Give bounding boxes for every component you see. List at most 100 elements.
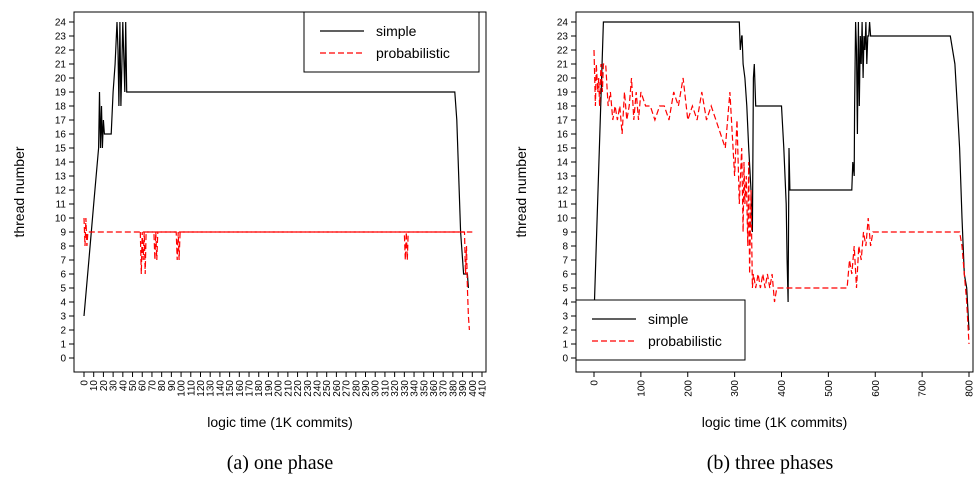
x-tick-label: 170 (245, 380, 256, 397)
y-tick-label: 1 (562, 340, 568, 351)
chart-one-phase: 0123456789101112131415161718192021222324… (11, 11, 489, 430)
x-tick-label: 200 (274, 380, 285, 397)
y-tick-label: 9 (562, 228, 568, 239)
x-tick-label: 300 (730, 380, 741, 397)
x-tick-label: 410 (478, 380, 489, 397)
y-tick-label: 19 (55, 88, 67, 99)
plot-frame (73, 11, 487, 373)
legend-label-probabilistic: probabilistic (648, 333, 722, 349)
series-line-probabilistic (593, 49, 970, 345)
x-tick-label: 320 (390, 380, 401, 397)
plot-frame (575, 11, 974, 373)
y-tick-label: 10 (55, 214, 67, 225)
y-tick-label: 0 (562, 354, 568, 365)
x-tick-label: 100 (177, 380, 188, 397)
y-tick-label: 8 (562, 242, 568, 253)
x-tick-label: 330 (400, 380, 411, 397)
y-tick-label: 13 (557, 172, 569, 183)
y-axis-label: thread number (513, 146, 529, 237)
series-line-simple (593, 21, 970, 331)
y-tick-label: 20 (557, 74, 569, 85)
x-tick-label: 280 (351, 380, 362, 397)
y-tick-label: 18 (55, 102, 67, 113)
y-tick-label: 0 (60, 354, 66, 365)
legend-box (575, 299, 746, 361)
x-tick-label: 60 (138, 380, 149, 392)
chart-three-phases: 0123456789101112131415161718192021222324… (513, 11, 976, 430)
x-tick-label: 140 (215, 380, 226, 397)
y-tick-label: 19 (557, 88, 569, 99)
x-tick-label: 390 (458, 380, 469, 397)
x-tick-label: 500 (824, 380, 835, 397)
x-tick-label: 160 (235, 380, 246, 397)
x-tick-label: 40 (118, 380, 129, 392)
x-tick-label: 10 (89, 380, 100, 392)
x-tick-label: 600 (871, 380, 882, 397)
y-tick-label: 23 (557, 32, 569, 43)
x-tick-label: 250 (322, 380, 333, 397)
y-tick-label: 22 (557, 46, 569, 57)
x-axis-label: logic time (1K commits) (702, 414, 847, 430)
x-tick-label: 380 (448, 380, 459, 397)
x-tick-label: 80 (157, 380, 168, 392)
x-tick-label: 90 (167, 380, 178, 392)
legend-label-simple: simple (376, 23, 417, 39)
x-tick-label: 20 (99, 380, 110, 392)
y-tick-label: 1 (60, 340, 66, 351)
y-tick-label: 16 (55, 130, 67, 141)
x-tick-label: 300 (371, 380, 382, 397)
legend-label-simple: simple (648, 311, 689, 327)
y-tick-label: 8 (60, 242, 66, 253)
x-tick-label: 400 (468, 380, 479, 397)
y-tick-label: 6 (562, 270, 568, 281)
y-axis-label: thread number (11, 146, 27, 237)
y-tick-label: 2 (562, 326, 568, 337)
x-tick-label: 310 (380, 380, 391, 397)
x-tick-label: 260 (332, 380, 343, 397)
y-tick-label: 5 (60, 284, 66, 295)
y-tick-label: 22 (55, 46, 67, 57)
y-tick-label: 18 (557, 102, 569, 113)
y-tick-label: 10 (557, 214, 569, 225)
y-tick-label: 12 (55, 186, 67, 197)
x-tick-label: 290 (361, 380, 372, 397)
y-tick-label: 3 (60, 312, 66, 323)
y-tick-label: 21 (557, 60, 569, 71)
x-tick-label: 0 (590, 380, 601, 386)
y-tick-label: 7 (562, 256, 568, 267)
y-tick-label: 6 (60, 270, 66, 281)
x-tick-label: 270 (342, 380, 353, 397)
legend-label-probabilistic: probabilistic (376, 45, 450, 61)
y-tick-label: 14 (55, 158, 67, 169)
x-tick-label: 190 (264, 380, 275, 397)
x-tick-label: 110 (186, 380, 197, 396)
y-tick-label: 17 (557, 116, 569, 127)
x-tick-label: 370 (439, 380, 450, 397)
y-tick-label: 12 (557, 186, 569, 197)
x-tick-label: 800 (965, 380, 976, 397)
y-tick-label: 15 (557, 144, 569, 155)
x-tick-label: 70 (147, 380, 158, 392)
x-axis-label: logic time (1K commits) (207, 414, 352, 430)
x-tick-label: 350 (419, 380, 430, 397)
x-tick-label: 240 (312, 380, 323, 397)
series-line-probabilistic (139, 231, 470, 331)
x-tick-label: 0 (80, 380, 91, 386)
x-tick-label: 230 (303, 380, 314, 397)
y-tick-label: 23 (55, 32, 67, 43)
y-tick-label: 20 (55, 74, 67, 85)
series-line-simple (83, 21, 469, 317)
x-tick-label: 360 (429, 380, 440, 397)
x-tick-label: 120 (196, 380, 207, 397)
y-tick-label: 11 (558, 200, 569, 211)
x-tick-label: 150 (225, 380, 236, 397)
x-tick-label: 50 (128, 380, 139, 392)
x-tick-label: 180 (254, 380, 265, 397)
x-tick-label: 200 (683, 380, 694, 397)
y-tick-label: 17 (55, 116, 67, 127)
y-tick-label: 7 (60, 256, 66, 267)
caption-three-phases: (b) three phases (706, 452, 834, 474)
x-tick-label: 30 (109, 380, 120, 392)
x-tick-label: 210 (283, 380, 294, 397)
